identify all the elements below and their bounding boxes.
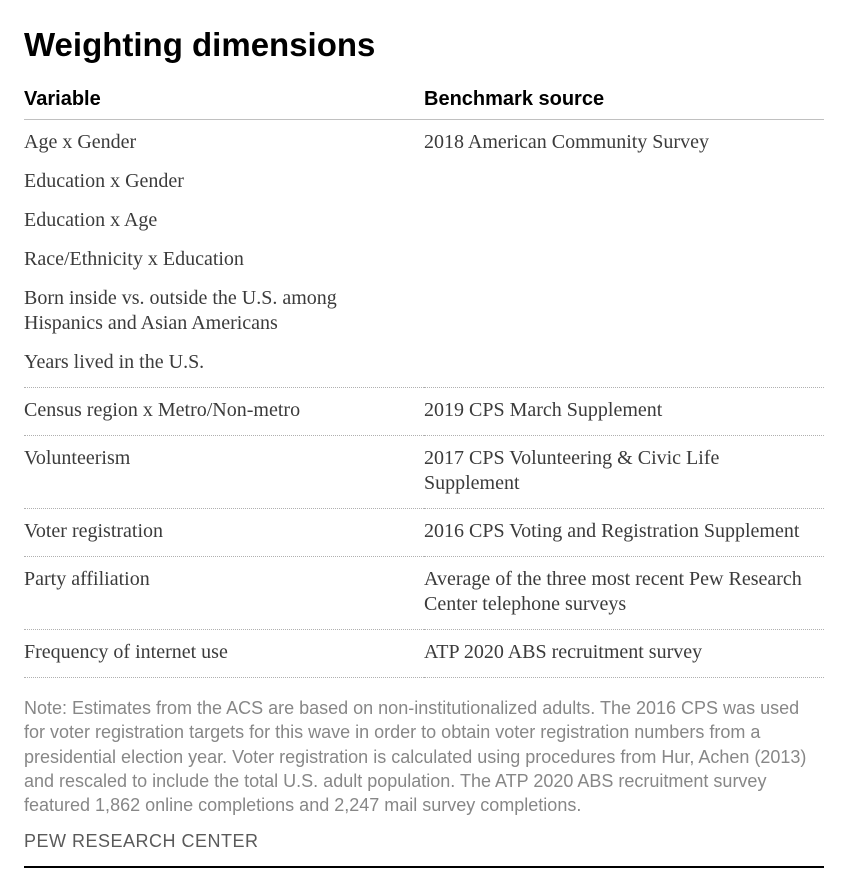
col-header-variable: Variable: [24, 84, 424, 120]
source-cell: [424, 201, 824, 240]
variable-cell: Voter registration: [24, 509, 424, 557]
table-row: Voter registration 2016 CPS Voting and R…: [24, 509, 824, 557]
variable-cell: Education x Gender: [24, 162, 424, 201]
table-row: Party affiliation Average of the three m…: [24, 557, 824, 630]
col-header-source: Benchmark source: [424, 84, 824, 120]
note-text: Note: Estimates from the ACS are based o…: [24, 696, 824, 817]
table-row: Born inside vs. outside the U.S. among H…: [24, 279, 824, 343]
source-cell: [424, 343, 824, 388]
variable-cell: Census region x Metro/Non-metro: [24, 388, 424, 436]
table-row: Frequency of internet use ATP 2020 ABS r…: [24, 630, 824, 678]
source-cell: ATP 2020 ABS recruitment survey: [424, 630, 824, 678]
table-row: Education x Gender: [24, 162, 824, 201]
source-cell: [424, 162, 824, 201]
variable-cell: Volunteerism: [24, 436, 424, 509]
source-cell: 2016 CPS Voting and Registration Supplem…: [424, 509, 824, 557]
weighting-table: Variable Benchmark source Age x Gender 2…: [24, 84, 824, 678]
variable-cell: Race/Ethnicity x Education: [24, 240, 424, 279]
source-cell: 2019 CPS March Supplement: [424, 388, 824, 436]
source-cell: Average of the three most recent Pew Res…: [424, 557, 824, 630]
table-row: Education x Age: [24, 201, 824, 240]
source-cell: [424, 279, 824, 343]
table-row: Race/Ethnicity x Education: [24, 240, 824, 279]
variable-cell: Education x Age: [24, 201, 424, 240]
attribution-text: PEW RESEARCH CENTER: [24, 831, 824, 852]
bottom-rule: [24, 866, 824, 868]
table-header-row: Variable Benchmark source: [24, 84, 824, 120]
table-row: Years lived in the U.S.: [24, 343, 824, 388]
source-cell: 2018 American Community Survey: [424, 120, 824, 163]
table-row: Age x Gender 2018 American Community Sur…: [24, 120, 824, 163]
page-title: Weighting dimensions: [24, 26, 824, 64]
variable-cell: Party affiliation: [24, 557, 424, 630]
source-cell: [424, 240, 824, 279]
source-cell: 2017 CPS Volunteering & Civic Life Suppl…: [424, 436, 824, 509]
variable-cell: Frequency of internet use: [24, 630, 424, 678]
table-row: Census region x Metro/Non-metro 2019 CPS…: [24, 388, 824, 436]
variable-cell: Years lived in the U.S.: [24, 343, 424, 388]
variable-cell: Age x Gender: [24, 120, 424, 163]
variable-cell: Born inside vs. outside the U.S. among H…: [24, 279, 424, 343]
table-row: Volunteerism 2017 CPS Volunteering & Civ…: [24, 436, 824, 509]
